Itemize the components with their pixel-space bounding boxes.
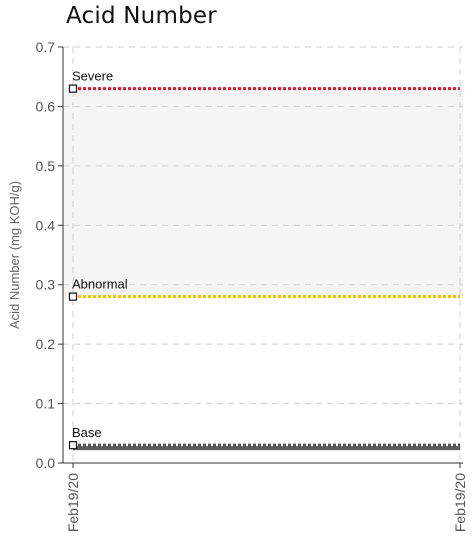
x-tick-label: Feb19/20 bbox=[65, 473, 81, 532]
x-tick-label: Feb19/20 bbox=[452, 473, 468, 532]
series-label-abnormal: Abnormal bbox=[72, 277, 128, 292]
background-band-0 bbox=[63, 88, 463, 297]
y-tick-label: 0.4 bbox=[36, 217, 56, 233]
y-tick-label: 0.2 bbox=[36, 336, 56, 352]
y-tick-label: 0.5 bbox=[36, 158, 56, 174]
y-tick-label: 0.0 bbox=[36, 455, 56, 471]
y-tick-label: 0.6 bbox=[36, 98, 56, 114]
series-label-base: Base bbox=[72, 425, 102, 440]
y-axis-title: Acid Number (mg KOH/g) bbox=[7, 181, 22, 329]
y-tick-label: 0.3 bbox=[36, 277, 56, 293]
series-label-severe: Severe bbox=[72, 69, 113, 84]
y-tick-label: 0.1 bbox=[36, 396, 56, 412]
y-tick-label: 0.7 bbox=[36, 39, 56, 55]
chart-title: Acid Number bbox=[66, 3, 217, 29]
series-marker-base bbox=[68, 441, 78, 450]
series-marker-severe bbox=[68, 84, 78, 93]
series-marker-abnormal bbox=[68, 292, 78, 301]
